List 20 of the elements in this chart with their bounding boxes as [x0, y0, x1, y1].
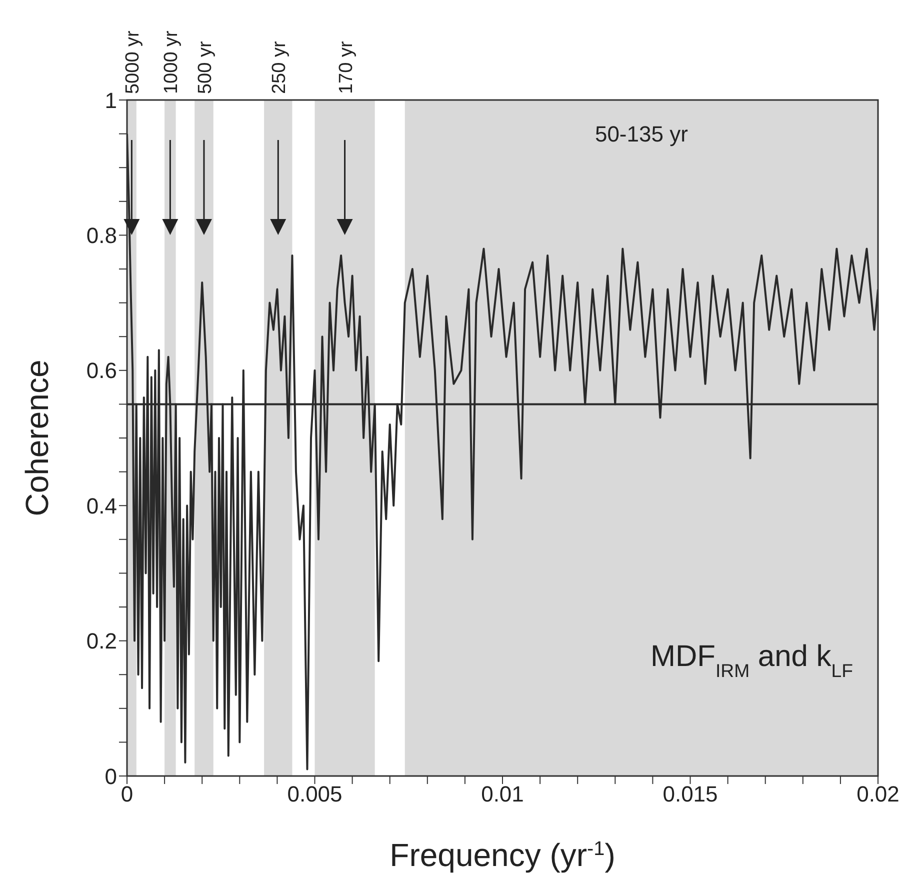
y-tick-label: 0.6: [86, 358, 117, 384]
text: 170 yr: [336, 40, 357, 94]
annotation: MDF$_{IRM}$ and k$_{LF}$: [650, 640, 853, 680]
x-tick-label: 0.01: [481, 782, 524, 807]
y-axis-title: Coherence: [19, 360, 55, 516]
band-label: 50-135 yr: [594, 122, 688, 147]
x-axis-title: Frequency (yr$^{-1}$): [390, 837, 616, 873]
x-tick-label: 0.02: [856, 782, 900, 807]
y-tick-label: 0.8: [86, 223, 117, 248]
text: 500 yr: [194, 40, 216, 94]
text: 1000 yr: [161, 30, 182, 94]
y-tick-label: 0.4: [86, 493, 117, 518]
x-tick-label: 0.015: [662, 782, 718, 807]
text: 250 yr: [269, 40, 290, 94]
x-tick-label: 0: [120, 782, 134, 807]
y-tick-label: 0: [104, 764, 117, 789]
x-tick-label: 0.005: [287, 782, 342, 807]
y-tick-label: 1: [104, 88, 117, 113]
y-tick-label: 0.2: [86, 628, 117, 654]
text: 5000 yr: [122, 30, 144, 94]
